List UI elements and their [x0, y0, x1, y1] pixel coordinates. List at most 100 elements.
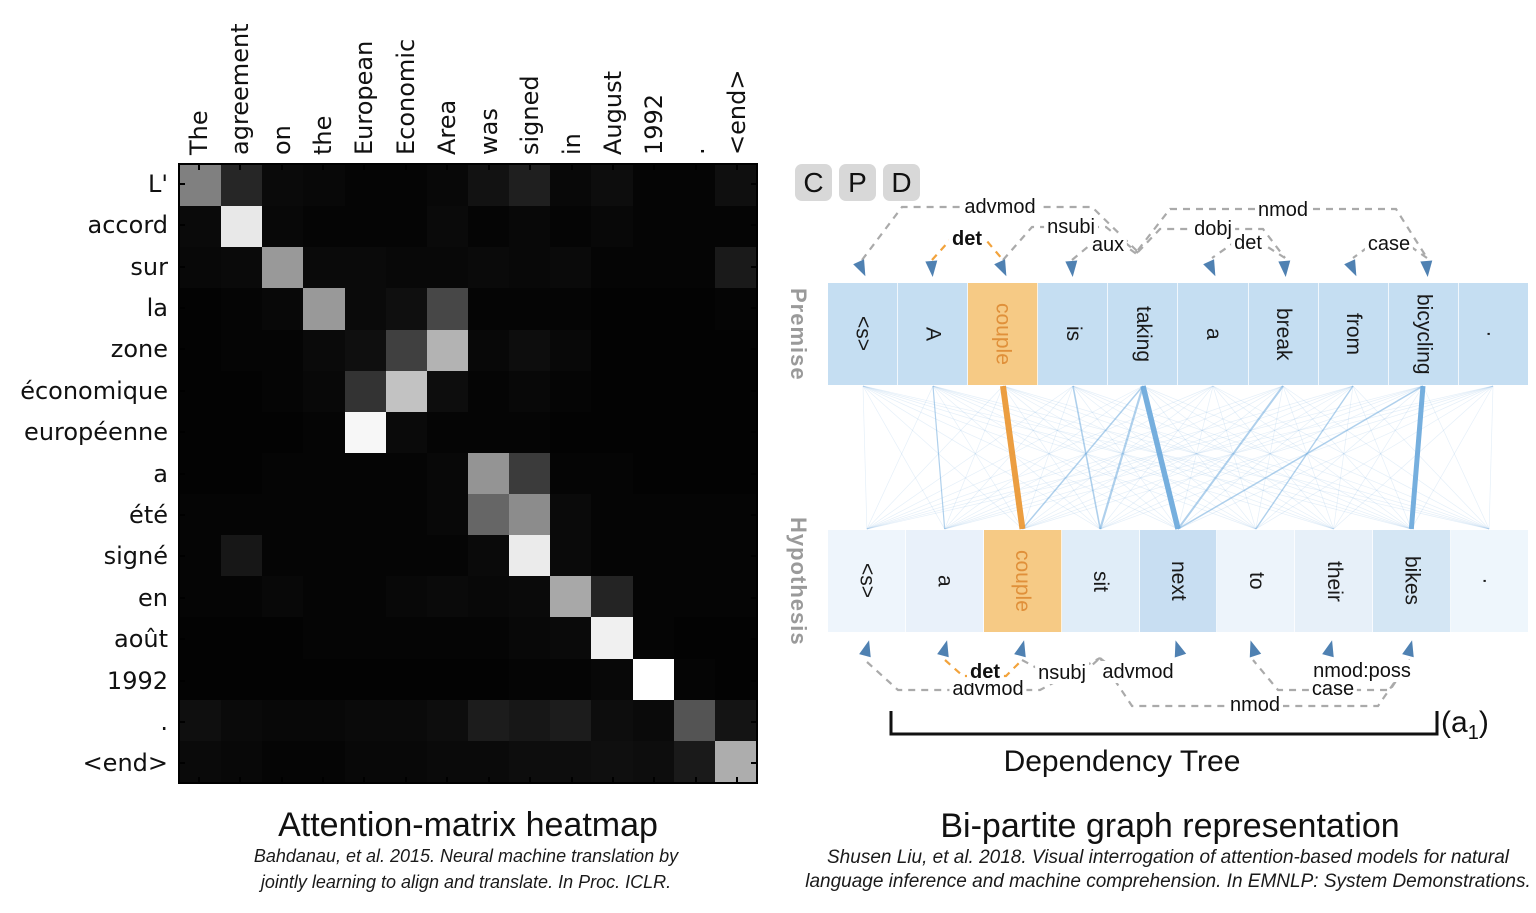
- attention-edge-weak: [866, 385, 1494, 530]
- heatmap-cell-été-The: [180, 494, 222, 536]
- attention-edge-weak: [1099, 385, 1214, 530]
- hypothesis-row-token-sit[interactable]: sit: [1061, 530, 1140, 632]
- dependency-label-nmod:poss: nmod:poss: [1310, 660, 1414, 682]
- attention-edge-weak: [1212, 385, 1257, 530]
- premise-row-token-a[interactable]: a: [1178, 283, 1249, 385]
- heatmap-cell-en-in: [550, 576, 592, 618]
- premise-row-token-is[interactable]: is: [1038, 283, 1109, 385]
- premise-row-token-break[interactable]: break: [1248, 283, 1319, 385]
- attention-edge-weak: [1212, 385, 1334, 530]
- axis-tick: [178, 182, 185, 185]
- toolbar-button-C[interactable]: C: [795, 164, 832, 201]
- attention-edge-weak: [1333, 385, 1424, 530]
- heatmap-cell-L'-on: [262, 165, 304, 207]
- heatmap-cell-signé-August: [591, 535, 633, 577]
- premise-row-token-from[interactable]: from: [1318, 283, 1389, 385]
- heatmap-cell-européenne-Area: [426, 411, 468, 453]
- heatmap-cell-1992-The: [180, 658, 222, 700]
- heatmap-cell-économique-was: [467, 370, 510, 412]
- heatmap-cell-1992-on: [262, 658, 304, 700]
- heatmap-cell-été-August: [591, 494, 633, 536]
- hypothesis-row-token-bikes[interactable]: bikes: [1373, 530, 1452, 632]
- heatmap-cell-<end>-on: [262, 740, 304, 782]
- heatmap-cell-sur-1992: [632, 247, 674, 289]
- axis-tick: [529, 163, 532, 170]
- attention-edge-weak: [862, 385, 1256, 530]
- heatmap-col-label: agreement: [226, 23, 255, 155]
- hypothesis-row-token-to[interactable]: to: [1217, 530, 1296, 632]
- attention-edge-A-a: [932, 385, 946, 530]
- heatmap-cell-a-the: [303, 452, 345, 495]
- premise-row-token-.[interactable]: .: [1458, 283, 1528, 385]
- heatmap-cell-zone-.: [673, 329, 715, 371]
- hypothesis-row-token-their[interactable]: their: [1295, 530, 1374, 632]
- hypothesis-row-token-couple[interactable]: couple: [983, 530, 1062, 632]
- heatmap-row-label: sur: [130, 252, 168, 281]
- token-text: .: [1478, 578, 1502, 584]
- attention-edge-taking-couple: [1021, 385, 1144, 530]
- premise-row-token-couple[interactable]: couple: [968, 283, 1039, 385]
- dependency-label-advmod: advmod: [961, 196, 1039, 218]
- heatmap-cell-signé-signed: [509, 535, 551, 577]
- heatmap-cell-européenne-in: [550, 411, 592, 453]
- heatmap-cell-économique-agreement: [221, 370, 263, 412]
- heatmap-cell-août-Area: [426, 617, 468, 659]
- premise-row-token-bicycling[interactable]: bicycling: [1388, 283, 1459, 385]
- heatmap-cell-économique-signed: [509, 370, 551, 412]
- attention-edge-weak: [866, 385, 1354, 530]
- heatmap-cell-août-the: [303, 617, 345, 659]
- heatmap-cell-accord-Area: [426, 206, 468, 248]
- heatmap-col-label: on: [267, 125, 296, 155]
- heatmap-cell-en-European: [344, 576, 386, 618]
- heatmap-cell-L'-August: [591, 165, 633, 207]
- heatmap-cell-<end>-1992: [632, 740, 674, 782]
- heatmap-cell-L'-The: [180, 165, 222, 207]
- attention-edge-weak: [1022, 385, 1424, 530]
- axis-tick: [570, 777, 573, 784]
- toolbar-button-P[interactable]: P: [839, 164, 876, 201]
- heatmap-cell-en-The: [180, 576, 222, 618]
- axis-tick: [178, 389, 185, 392]
- attention-edge-weak: [1072, 385, 1334, 530]
- heatmap-cell-la-1992: [632, 288, 674, 330]
- heatmap-cell-sur-August: [591, 247, 633, 289]
- heatmap-cell-.-on: [262, 699, 304, 741]
- heatmap-cell-.-signed: [509, 699, 551, 741]
- hypothesis-row-token-next[interactable]: next: [1139, 530, 1218, 632]
- hypothesis-row-token-<s>[interactable]: <s>: [828, 530, 906, 632]
- premise-row-token-<s>[interactable]: <s>: [828, 283, 899, 385]
- attention-edge-bicycling-bikes: [1408, 385, 1426, 530]
- heatmap-cell-la-the: [303, 288, 345, 330]
- heatmap-cell-été-the: [303, 494, 345, 536]
- toolbar-button-D[interactable]: D: [883, 164, 920, 201]
- premise-row-token-taking[interactable]: taking: [1108, 283, 1179, 385]
- token-text: .: [1482, 331, 1506, 337]
- heatmap-cell-européenne-August: [591, 411, 633, 453]
- arrowhead-icon: [1174, 640, 1187, 658]
- heatmap-cell-sur-the: [303, 247, 345, 289]
- heatmap-cell-accord-signed: [509, 206, 551, 248]
- arrowhead-icon: [925, 260, 938, 277]
- heatmap-cell-accord-1992: [632, 206, 674, 248]
- heatmap-cell-.-Economic: [385, 699, 427, 741]
- heatmap-cell-a-agreement: [221, 452, 263, 495]
- heatmap-cell-1992-European: [344, 658, 386, 700]
- hypothesis-row-token-a[interactable]: a: [905, 530, 984, 632]
- premise-row-token-A[interactable]: A: [898, 283, 969, 385]
- arrowhead-icon: [1322, 640, 1334, 658]
- attention-edge-weak: [1100, 385, 1494, 530]
- attention-edge-weak: [1255, 385, 1494, 530]
- axis-tick: [322, 777, 324, 784]
- heatmap-cell-accord-August: [591, 206, 633, 248]
- arrowhead-icon: [1420, 260, 1433, 277]
- axis-tick: [178, 638, 185, 641]
- hypothesis-row-token-.[interactable]: .: [1451, 530, 1529, 632]
- axis-tick: [751, 555, 758, 558]
- heatmap-cell-août-agreement: [221, 617, 263, 659]
- heatmap-cell-.-.: [673, 699, 715, 741]
- heatmap-cell-a-on: [262, 452, 304, 495]
- dependency-label-dobj: dobj: [1191, 218, 1235, 240]
- heatmap-cell-<end>-.: [673, 740, 715, 782]
- attention-edge-weak: [1002, 385, 1490, 530]
- attention-edge-is-sit: [1072, 385, 1102, 530]
